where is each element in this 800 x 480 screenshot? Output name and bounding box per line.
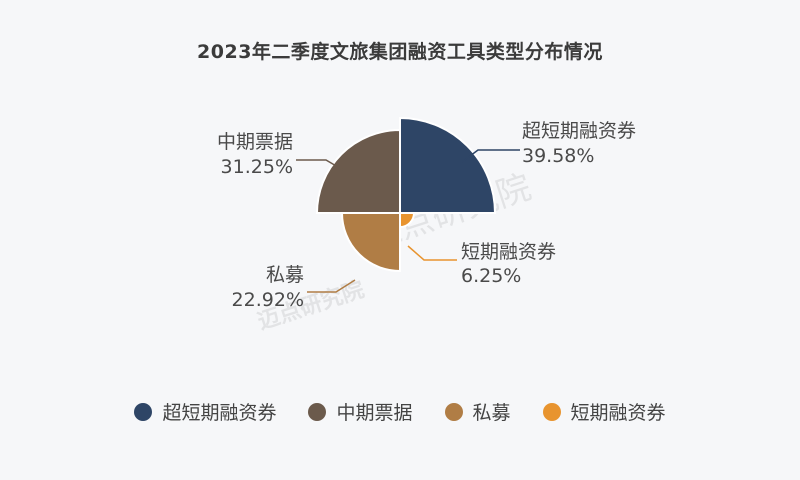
legend-label: 私募	[472, 402, 511, 424]
legend-swatch	[134, 402, 153, 421]
legend-label: 短期融资券	[570, 402, 666, 424]
slice-value-label: 22.92%	[232, 289, 304, 311]
slice-category-label: 短期融资券	[461, 241, 556, 263]
legend: 超短期融资券 中期票据 私募 短期融资券	[0, 398, 800, 425]
leader-line-2	[296, 159, 344, 171]
slice-value-label: 6.25%	[461, 265, 521, 287]
legend-item-4[interactable]: 短期融资券	[542, 398, 666, 425]
pie-slice-1[interactable]	[399, 116, 497, 214]
legend-label: 超短期融资券	[162, 402, 277, 424]
legend-swatch	[444, 402, 463, 421]
leader-line-1	[461, 149, 520, 163]
legend-swatch	[308, 402, 327, 421]
pie-slice-3[interactable]	[340, 212, 401, 273]
chart-title: 2023年二季度文旅集团融资工具类型分布情况	[197, 41, 603, 63]
pie-slice-2[interactable]	[315, 128, 401, 214]
leader-line-4	[407, 245, 457, 261]
leader-line-3	[307, 279, 356, 293]
slice-value-label: 39.58%	[522, 145, 594, 167]
legend-item-1[interactable]: 超短期融资券	[134, 398, 276, 425]
legend-swatch	[542, 402, 561, 421]
legend-label: 中期票据	[336, 402, 413, 424]
slice-category-label: 私募	[266, 264, 304, 286]
pie-slice-4[interactable]	[399, 212, 416, 229]
slice-category-label: 中期票据	[217, 131, 293, 153]
legend-item-2[interactable]: 中期票据	[308, 398, 413, 425]
slice-value-label: 31.25%	[221, 156, 293, 178]
legend-item-3[interactable]: 私募	[444, 398, 511, 425]
slice-category-label: 超短期融资券	[522, 120, 636, 142]
